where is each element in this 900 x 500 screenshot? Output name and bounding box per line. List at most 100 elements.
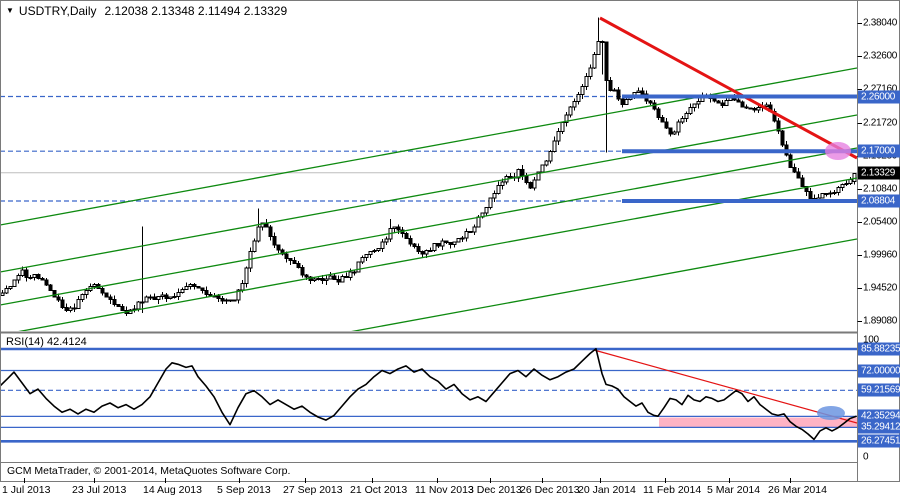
candle-body — [240, 283, 245, 291]
candle-body — [772, 110, 777, 122]
candle-body — [460, 237, 465, 240]
candle-body — [8, 285, 13, 289]
candle-body — [756, 107, 761, 111]
candle-body — [744, 106, 749, 109]
candle-body — [60, 299, 65, 309]
candle-body — [244, 267, 249, 285]
date-label: 5 Sep 2013 — [217, 484, 271, 496]
candle-body — [412, 243, 417, 247]
candle-body — [200, 287, 205, 291]
candle-body — [852, 172, 857, 182]
price-axis-label: 2.21720 — [863, 117, 898, 129]
candle-body — [540, 164, 545, 173]
candle-body — [144, 296, 149, 303]
candle-body — [676, 121, 681, 133]
candle-body — [316, 277, 321, 280]
candle-body — [48, 284, 53, 292]
level-price-badge: 2.17000 — [858, 144, 900, 158]
candle-body — [720, 102, 725, 106]
candle-body — [188, 284, 193, 288]
candle-body — [440, 240, 445, 247]
candle-body — [116, 303, 121, 307]
candle-body — [260, 222, 265, 228]
candle-body — [604, 41, 609, 81]
rsi-indicator-label: RSI(14) 42.4124 — [6, 336, 87, 348]
candle-body — [228, 299, 233, 302]
price-axis-label: 2.05400 — [863, 216, 898, 228]
candle-body — [56, 296, 61, 301]
candle-body — [616, 89, 621, 100]
candle-body — [620, 98, 625, 106]
candle-body — [4, 287, 9, 294]
date-label: 5 Mar 2014 — [707, 484, 761, 496]
candle-body — [740, 101, 745, 108]
candle-body — [384, 238, 389, 243]
candle-body — [164, 294, 169, 300]
candle-body — [664, 121, 669, 129]
candle-body — [424, 250, 429, 255]
candle-body — [796, 171, 801, 179]
ohlc-values: 2.12038 2.13348 2.11494 2.13329 — [104, 4, 288, 18]
candle-body — [724, 99, 729, 106]
candle-body — [76, 298, 81, 310]
candle-body — [572, 100, 577, 108]
date-label: 23 Jul 2013 — [72, 484, 127, 496]
candle-body — [208, 294, 213, 297]
candle-body — [156, 296, 161, 301]
candle-body — [428, 249, 433, 252]
candle-body — [176, 292, 181, 298]
candle-body — [232, 299, 237, 302]
candle-body — [844, 183, 849, 186]
rsi-level-badge: 42.35294 — [858, 409, 900, 423]
candle-body — [544, 160, 549, 166]
candle-body — [344, 276, 349, 279]
candle-body — [748, 107, 753, 110]
candle-body — [452, 241, 457, 246]
candle-body — [36, 273, 41, 280]
candle-body — [492, 192, 497, 199]
rsi-level-badge: 85.88235 — [858, 342, 900, 356]
rsi-line — [0, 347, 857, 441]
candle-body — [396, 226, 401, 231]
rsi-scale-label: 100 — [863, 334, 879, 346]
candle-body — [196, 286, 201, 289]
candle-body — [32, 273, 37, 279]
candle-body — [272, 235, 277, 246]
candle-body — [288, 257, 293, 262]
date-label: 3 Dec 2013 — [468, 484, 522, 496]
candle-body — [104, 292, 109, 298]
candle-body — [828, 192, 833, 195]
candle-body — [564, 114, 569, 124]
candle-body — [252, 240, 257, 253]
candle-body — [148, 296, 153, 299]
candle-body — [24, 269, 29, 278]
current-price-badge: 2.13329 — [858, 166, 900, 180]
candle-body — [224, 299, 229, 302]
candle-body — [688, 106, 693, 114]
candle-body — [820, 193, 825, 199]
candle-body — [304, 274, 309, 278]
candle-body — [236, 289, 241, 301]
candles-layer — [0, 17, 857, 316]
candle-body — [680, 118, 685, 123]
symbol-timeframe-label: USDTRY,Daily — [18, 4, 97, 18]
rsi-cross-ellipse — [817, 406, 845, 420]
candle-body — [580, 86, 585, 96]
chart-title: ▼ USDTRY,Daily 2.12038 2.13348 2.11494 2.1… — [6, 4, 287, 18]
candle-body — [380, 241, 385, 249]
channel-line — [0, 147, 857, 306]
chevron-down-icon: ▼ — [6, 6, 14, 15]
candle-body — [140, 301, 145, 304]
candle-body — [28, 276, 33, 279]
candle-body — [464, 231, 469, 239]
downtrend-line — [599, 16, 857, 160]
rsi-level-badge: 72.00000 — [858, 364, 900, 377]
price-axis-label: 1.99960 — [863, 249, 898, 261]
candle-body — [356, 261, 361, 273]
candle-body — [416, 245, 421, 253]
candle-body — [752, 107, 757, 111]
candle-body — [220, 298, 225, 302]
candle-body — [660, 117, 665, 123]
candle-body — [808, 191, 813, 199]
